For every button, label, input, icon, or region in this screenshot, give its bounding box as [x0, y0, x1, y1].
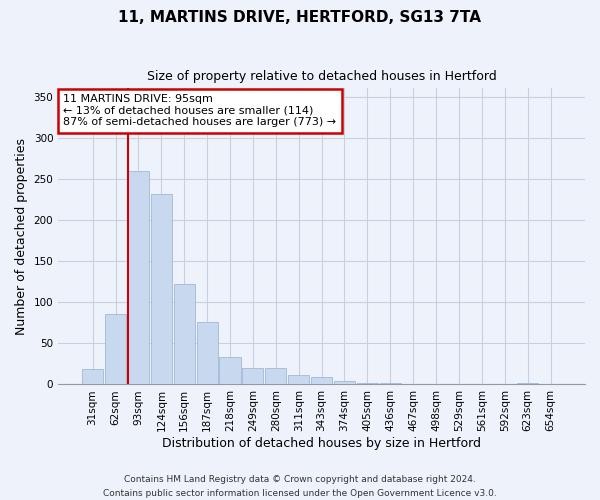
Y-axis label: Number of detached properties: Number of detached properties [15, 138, 28, 335]
Bar [82, 369, 103, 384]
Bar [265, 368, 286, 384]
Text: 11 MARTINS DRIVE: 95sqm
← 13% of detached houses are smaller (114)
87% of semi-d: 11 MARTINS DRIVE: 95sqm ← 13% of detache… [64, 94, 337, 128]
Bar [334, 381, 355, 384]
Text: Contains HM Land Registry data © Crown copyright and database right 2024.
Contai: Contains HM Land Registry data © Crown c… [103, 476, 497, 498]
Text: 11, MARTINS DRIVE, HERTFORD, SG13 7TA: 11, MARTINS DRIVE, HERTFORD, SG13 7TA [119, 10, 482, 25]
Bar [220, 358, 241, 384]
Title: Size of property relative to detached houses in Hertford: Size of property relative to detached ho… [147, 70, 496, 83]
Bar [151, 194, 172, 384]
Bar [242, 368, 263, 384]
Bar [357, 383, 378, 384]
Bar [517, 383, 538, 384]
X-axis label: Distribution of detached houses by size in Hertford: Distribution of detached houses by size … [162, 437, 481, 450]
Bar [128, 170, 149, 384]
Bar [197, 322, 218, 384]
Bar [105, 314, 126, 384]
Bar [288, 376, 309, 384]
Bar [173, 284, 195, 384]
Bar [380, 383, 401, 384]
Bar [311, 377, 332, 384]
